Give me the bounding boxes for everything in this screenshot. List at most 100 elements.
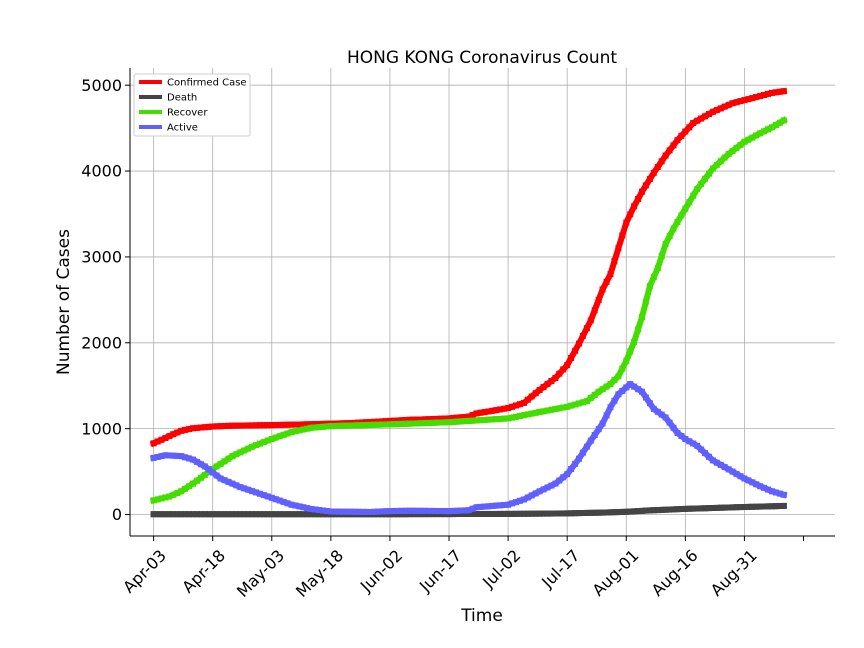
- data-point: [347, 422, 354, 429]
- data-point: [646, 507, 653, 514]
- data-point: [308, 421, 315, 428]
- data-point: [725, 150, 732, 157]
- data-point: [253, 422, 259, 429]
- data-point: [375, 421, 382, 428]
- data-point: [233, 482, 240, 489]
- data-point: [603, 412, 610, 419]
- data-point: [627, 211, 634, 218]
- data-point: [532, 490, 539, 497]
- data-point: [706, 170, 712, 177]
- y-axis-label: Number of Cases: [54, 229, 74, 375]
- data-point: [453, 511, 460, 517]
- data-point: [229, 453, 236, 460]
- data-point: [284, 500, 291, 507]
- data-point: [619, 387, 626, 394]
- data-point: [351, 422, 358, 429]
- data-point: [414, 511, 421, 518]
- data-point: [524, 510, 531, 517]
- data-point: [272, 422, 279, 428]
- data-point: [485, 416, 492, 423]
- data-point: [422, 511, 429, 518]
- data-point: [485, 408, 492, 415]
- data-point: [611, 258, 618, 265]
- data-point: [461, 414, 468, 420]
- data-point: [623, 508, 630, 515]
- data-point: [383, 421, 389, 428]
- data-point: [166, 493, 173, 500]
- data-point: [497, 406, 504, 413]
- data-point: [461, 418, 468, 425]
- data-point: [516, 401, 523, 408]
- data-point: [737, 473, 744, 480]
- data-point: [292, 428, 299, 435]
- data-point: [678, 212, 685, 219]
- data-point: [694, 117, 701, 124]
- data-point: [264, 437, 271, 444]
- data-point: [646, 283, 653, 290]
- data-point: [438, 415, 445, 422]
- data-point: [402, 417, 409, 423]
- data-point: [666, 147, 673, 154]
- data-point: [359, 508, 366, 515]
- data-point: [544, 510, 551, 517]
- data-point: [461, 511, 468, 517]
- data-point: [316, 424, 323, 431]
- data-point: [761, 503, 768, 510]
- data-point: [662, 152, 669, 159]
- data-point: [418, 507, 425, 514]
- data-point: [646, 400, 653, 407]
- data-point: [379, 418, 386, 425]
- data-point: [268, 494, 275, 501]
- data-point: [197, 461, 204, 468]
- axes: [129, 68, 835, 537]
- data-point: [268, 422, 275, 429]
- data-point: [729, 468, 736, 475]
- data-point: [599, 420, 606, 427]
- data-point: [709, 505, 716, 511]
- data-point: [516, 497, 523, 504]
- data-point: [481, 511, 488, 517]
- data-point: [457, 511, 464, 517]
- data-point: [174, 490, 181, 497]
- data-point: [769, 89, 775, 96]
- legend-label-recover: Recover: [167, 108, 208, 119]
- series-recover: [149, 116, 788, 505]
- data-point: [331, 423, 338, 429]
- data-point: [607, 404, 614, 411]
- data-point: [520, 412, 527, 419]
- data-point: [465, 413, 472, 420]
- data-point: [355, 422, 362, 429]
- data-point: [650, 507, 657, 514]
- data-point: [497, 502, 504, 509]
- data-point: [363, 508, 370, 515]
- data-point: [434, 511, 441, 518]
- data-point: [532, 390, 539, 397]
- data-point: [536, 409, 543, 415]
- data-point: [170, 511, 177, 518]
- x-tick-label: Jul-17: [537, 546, 583, 592]
- data-point: [280, 498, 287, 505]
- data-point: [182, 511, 189, 518]
- data-point: [741, 475, 748, 482]
- data-point: [619, 232, 626, 239]
- data-point: [694, 442, 701, 449]
- data-point: [371, 508, 378, 515]
- data-point: [509, 500, 515, 507]
- data-point: [379, 508, 386, 515]
- data-point: [513, 510, 519, 517]
- data-point: [398, 507, 405, 514]
- data-point: [619, 365, 626, 372]
- data-point: [276, 421, 283, 428]
- data-point: [225, 422, 232, 429]
- data-point: [406, 416, 413, 423]
- data-point: [568, 355, 575, 361]
- data-point: [481, 409, 488, 416]
- data-point: [623, 357, 630, 364]
- data-point: [670, 225, 677, 232]
- data-point: [493, 407, 500, 414]
- data-point: [477, 409, 484, 416]
- data-point: [320, 507, 326, 514]
- data-point: [375, 418, 382, 425]
- data-point: [182, 485, 189, 492]
- data-point: [178, 427, 185, 434]
